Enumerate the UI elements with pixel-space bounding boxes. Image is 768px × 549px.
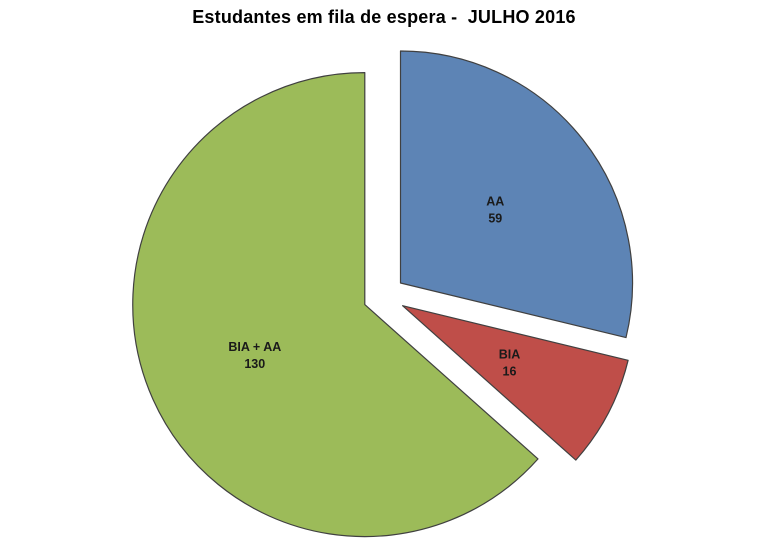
- slice-label-aa: AA 59: [486, 194, 504, 225]
- slice-label-bia: BIA 16: [499, 348, 521, 379]
- pie-slice-bia: [402, 305, 629, 461]
- chart-title: Estudantes em fila de espera - JULHO 201…: [192, 7, 576, 27]
- pie-slice-bia-aa: [132, 72, 539, 538]
- pie-slice-aa: [399, 50, 634, 339]
- slice-label-bia-aa: BIA + AA 130: [228, 340, 281, 371]
